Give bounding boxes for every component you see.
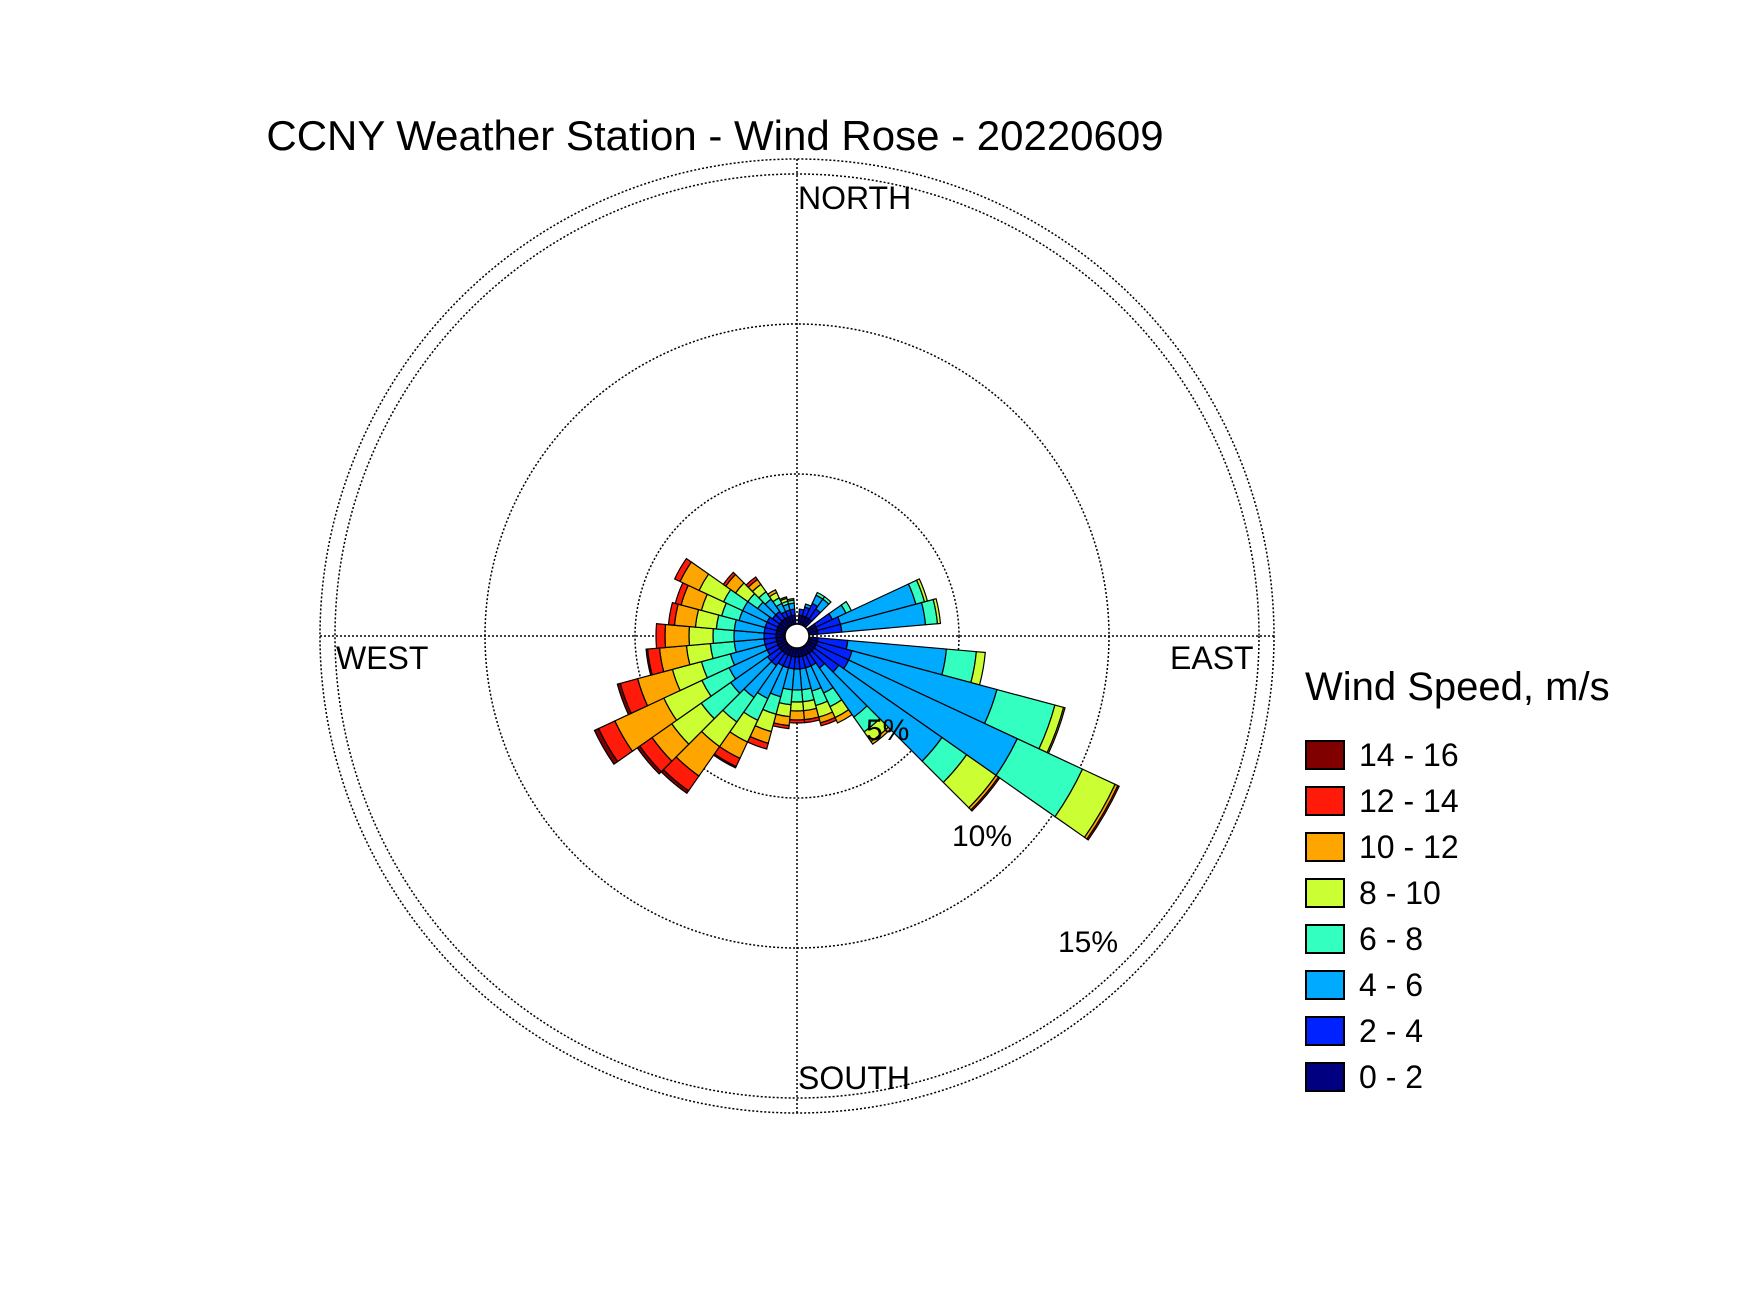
legend-swatch	[1305, 1062, 1345, 1092]
legend-item: 6 - 8	[1305, 916, 1610, 962]
legend-swatch	[1305, 924, 1345, 954]
legend-item: 0 - 2	[1305, 1054, 1610, 1100]
legend-label: 10 - 12	[1359, 828, 1459, 865]
legend-swatch	[1305, 878, 1345, 908]
legend-swatch	[1305, 786, 1345, 816]
sector-350-bin-4	[786, 597, 795, 602]
ring-label-5: 5%	[866, 714, 910, 747]
legend-label: 4 - 6	[1359, 966, 1424, 1003]
wind-sectors	[593, 557, 1120, 841]
sector-180-bin-6	[788, 719, 806, 724]
sector-180-bin-3	[790, 689, 804, 703]
direction-label-west: WEST	[336, 640, 429, 676]
sector-320-bin-6	[745, 576, 759, 589]
sector-280-bin-6	[667, 601, 679, 626]
sector-310-bin-6	[722, 571, 737, 587]
grid-ring-15	[334, 173, 1260, 1099]
sector-140-bin-5	[870, 726, 892, 745]
legend-swatch	[1305, 740, 1345, 770]
legend-label: 14 - 16	[1359, 736, 1459, 773]
sector-180-bin-4	[789, 701, 805, 712]
chart-title: CCNY Weather Station - Wind Rose - 20220…	[266, 112, 1164, 159]
legend-label: 2 - 4	[1359, 1012, 1424, 1049]
legend: Wind Speed, m/s 14 - 16 12 - 14 10 - 12 8 -…	[1305, 665, 1610, 1100]
direction-label-east: EAST	[1170, 640, 1254, 676]
sector-160-bin-6	[819, 716, 838, 727]
ring-label-15: 15%	[1058, 926, 1119, 959]
sector-260-bin-7	[645, 648, 653, 676]
legend-label: 0 - 2	[1359, 1058, 1424, 1095]
sector-270-bin-3	[712, 628, 735, 644]
legend-item: 12 - 14	[1305, 778, 1610, 824]
legend-item: 4 - 6	[1305, 962, 1610, 1008]
legend-items: 14 - 16 12 - 14 10 - 12 8 - 10 6 - 8 4 - 6 2 -…	[1305, 732, 1610, 1100]
sector-80-bin-4	[932, 597, 942, 625]
sector-300-bin-6	[673, 557, 693, 583]
direction-label-south: SOUTH	[798, 1060, 910, 1096]
sector-130-bin-6	[970, 776, 1001, 812]
legend-title: Wind Speed, m/s	[1305, 665, 1610, 709]
legend-item: 10 - 12	[1305, 824, 1610, 870]
legend-swatch	[1305, 1016, 1345, 1046]
legend-item: 14 - 16	[1305, 732, 1610, 778]
sector-330-bin-5	[766, 588, 778, 598]
sector-150-bin-5	[834, 708, 853, 724]
sector-270-bin-6	[655, 623, 667, 649]
legend-swatch	[1305, 970, 1345, 1000]
sector-340-bin-5	[779, 596, 788, 602]
center-hole	[784, 623, 810, 649]
legend-label: 6 - 8	[1359, 920, 1424, 957]
sector-180-bin-5	[789, 710, 805, 721]
legend-item: 2 - 4	[1305, 1008, 1610, 1054]
sector-270-bin-5	[664, 623, 691, 649]
legend-label: 8 - 10	[1359, 874, 1441, 911]
sector-40-bin-3	[821, 595, 832, 606]
sector-240-bin-7	[593, 727, 619, 766]
grid-ring-5	[634, 473, 960, 799]
legend-swatch	[1305, 832, 1345, 862]
ring-label-10: 10%	[952, 820, 1013, 853]
direction-label-north: NORTH	[798, 180, 912, 216]
sector-120-bin-6	[1086, 784, 1120, 841]
sector-250-bin-7	[616, 682, 632, 716]
legend-item: 8 - 10	[1305, 870, 1610, 916]
legend-label: 12 - 14	[1359, 782, 1459, 819]
sector-270-bin-4	[688, 625, 714, 647]
